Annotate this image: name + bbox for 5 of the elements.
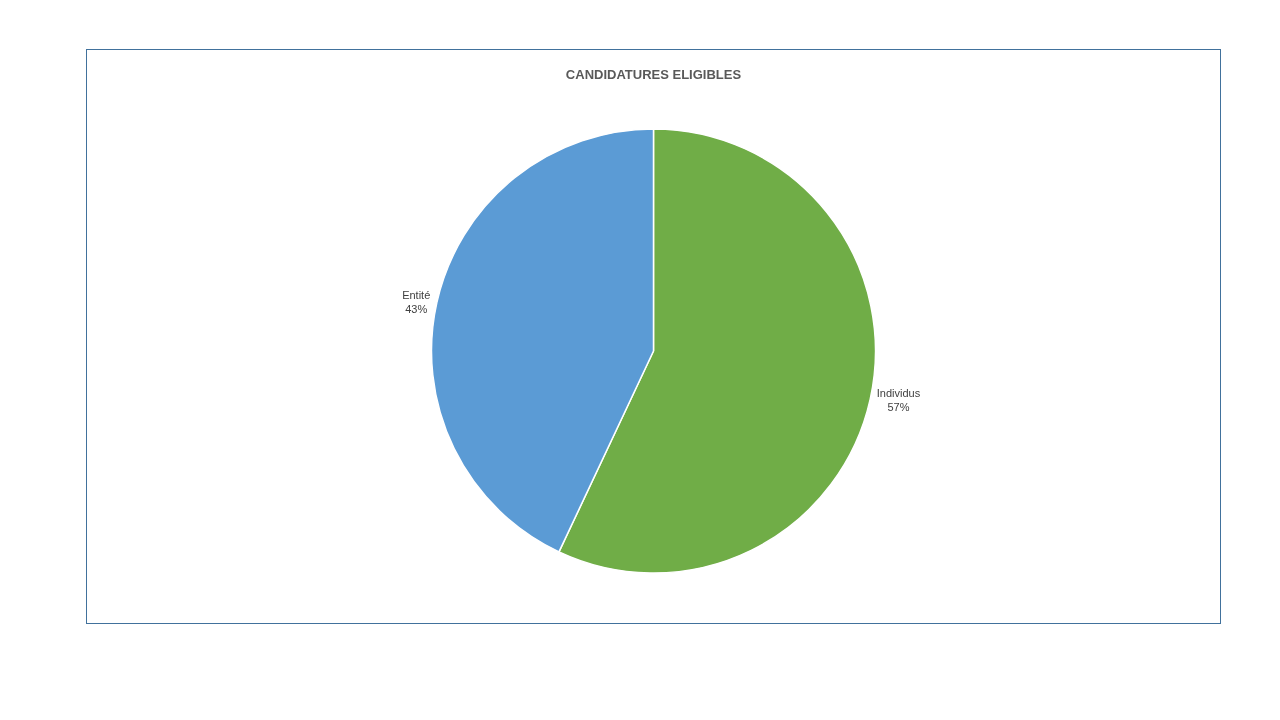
data-label: 43% — [405, 303, 428, 316]
slice-label: Entité — [402, 288, 431, 301]
slice-label: Individus — [876, 386, 921, 399]
data-label: 57% — [887, 401, 910, 414]
chart-title: CANDIDATURES ELIGIBLES — [565, 67, 742, 83]
